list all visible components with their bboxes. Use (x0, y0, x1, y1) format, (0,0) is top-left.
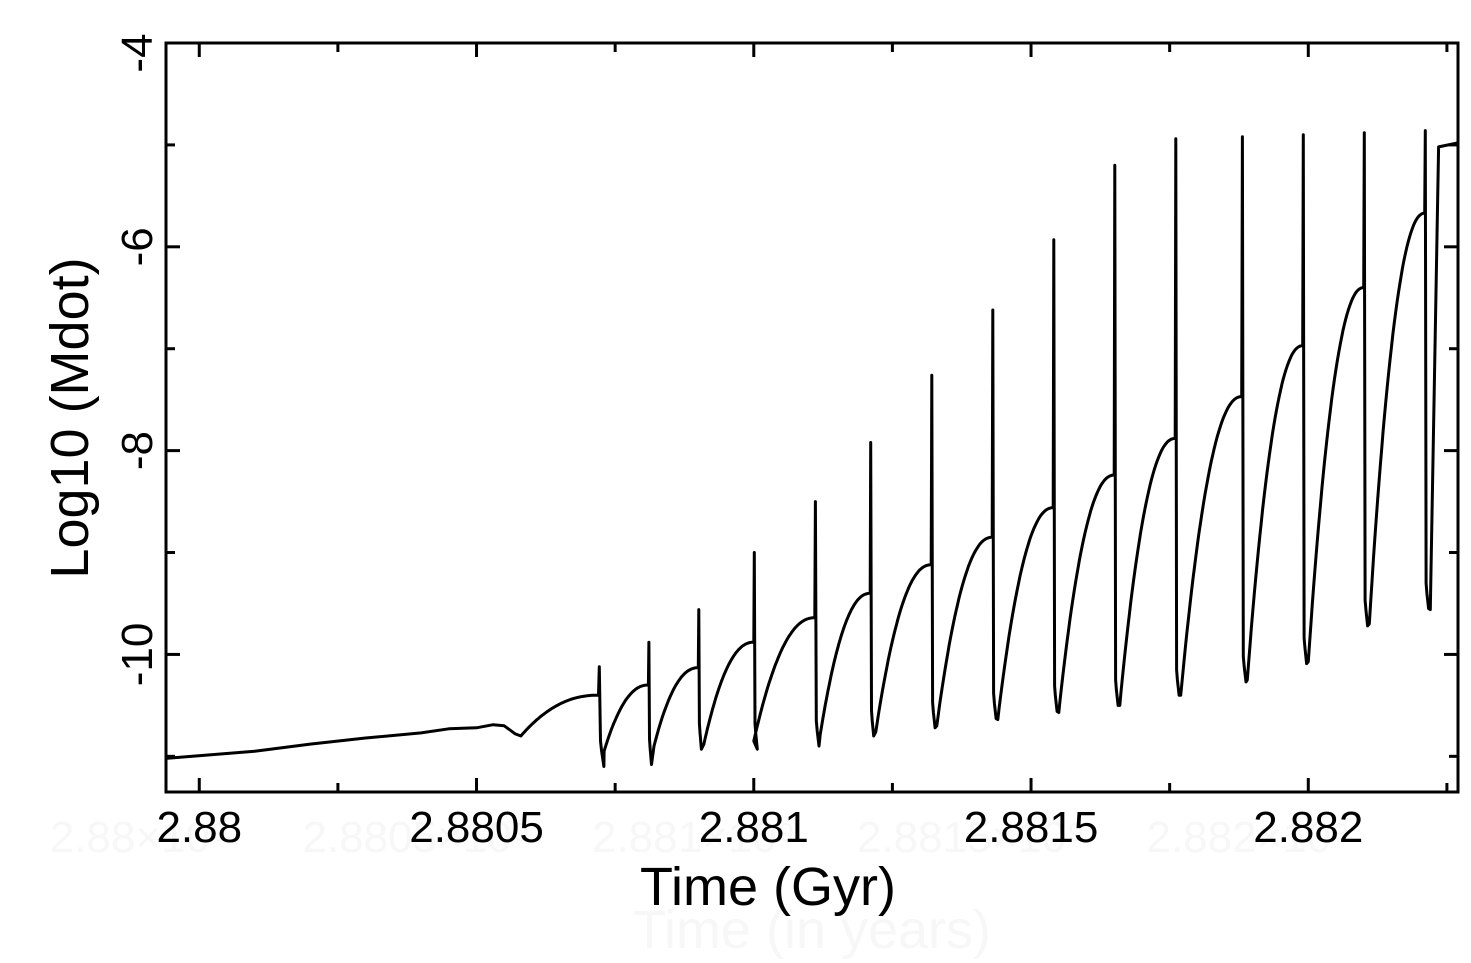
plot-frame (164, 41, 1460, 794)
x-tick-label: 2.881 (699, 803, 809, 852)
x-tick-labels: 2.88 2.8805 2.881 2.8815 2.882 (156, 803, 1363, 852)
x-tick-label: 2.88 (156, 803, 242, 852)
ghost-x-tick-label: 2.881×10⁹ (592, 813, 796, 862)
y-tick-label: -4 (113, 33, 162, 72)
x-tick-label: 2.8815 (964, 803, 1099, 852)
ghost-x-tick-label: 2.882×10⁹ (1146, 813, 1350, 862)
ghost-x-tick-label: 2.8805×10⁹ (302, 813, 530, 862)
faint-background-text: 2.88×10⁹ 2.8805×10⁹ 2.881×10⁹ 2.8815×10⁹ 2.8… (50, 813, 1350, 960)
y-tick-label: -6 (113, 227, 162, 266)
y-tick-label: -8 (113, 431, 162, 470)
y-tick-labels: -4 -6 -8 -10 (113, 33, 162, 686)
x-tick-label: 2.882 (1253, 803, 1363, 852)
y-axis-label: Log10 (Mdot) (40, 257, 100, 578)
series-line (165, 129, 1459, 768)
axis-ticks (166, 41, 1458, 792)
y-tick-label: -10 (113, 623, 162, 687)
x-axis-label: Time (Gyr) (640, 857, 896, 917)
ghost-x-axis-label: Time (in years) (633, 900, 991, 960)
x-tick-label: 2.8805 (409, 803, 544, 852)
ghost-x-tick-label: 2.8815×10⁹ (857, 813, 1085, 862)
ghost-x-tick-label: 2.88×10⁹ (50, 813, 229, 862)
